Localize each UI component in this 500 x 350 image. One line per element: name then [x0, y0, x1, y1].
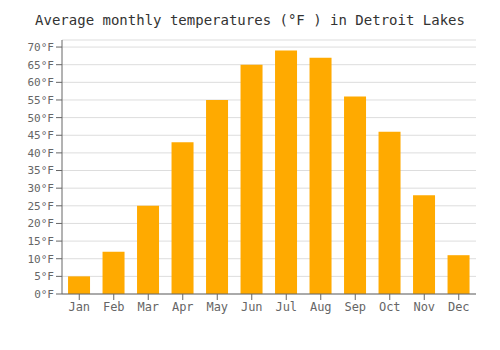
svg-text:Dec: Dec: [448, 300, 470, 314]
svg-text:Sep: Sep: [344, 300, 366, 314]
svg-text:45°F: 45°F: [28, 129, 55, 142]
html-text:Average monthly temperatures (: Average monthly temperatures (°F ) in De…: [35, 12, 465, 28]
svg-text:25°F: 25°F: [28, 200, 55, 213]
svg-text:May: May: [206, 300, 228, 314]
svg-text:10°F: 10°F: [28, 253, 55, 266]
svg-text:65°F: 65°F: [28, 59, 55, 72]
svg-text:0°F: 0°F: [34, 288, 54, 301]
svg-text:50°F: 50°F: [28, 112, 55, 125]
svg-text:60°F: 60°F: [28, 76, 55, 89]
svg-text:20°F: 20°F: [28, 217, 55, 230]
svg-text:30°F: 30°F: [28, 182, 55, 195]
svg-text:Jun: Jun: [241, 300, 263, 314]
svg-text:Feb: Feb: [103, 300, 125, 314]
svg-text:Jul: Jul: [275, 300, 297, 314]
svg-text:Nov: Nov: [413, 300, 435, 314]
svg-text:5°F: 5°F: [34, 270, 54, 283]
svg-text:Aug: Aug: [310, 300, 332, 314]
svg-text:Apr: Apr: [172, 300, 194, 314]
svg-text:40°F: 40°F: [28, 147, 55, 160]
svg-text:15°F: 15°F: [28, 235, 55, 248]
svg-text:70°F: 70°F: [28, 41, 55, 54]
svg-text:Jan: Jan: [68, 300, 90, 314]
svg-text:55°F: 55°F: [28, 94, 55, 107]
svg-text:Mar: Mar: [137, 300, 159, 314]
svg-text:35°F: 35°F: [28, 164, 55, 177]
svg-text:Oct: Oct: [379, 300, 401, 314]
